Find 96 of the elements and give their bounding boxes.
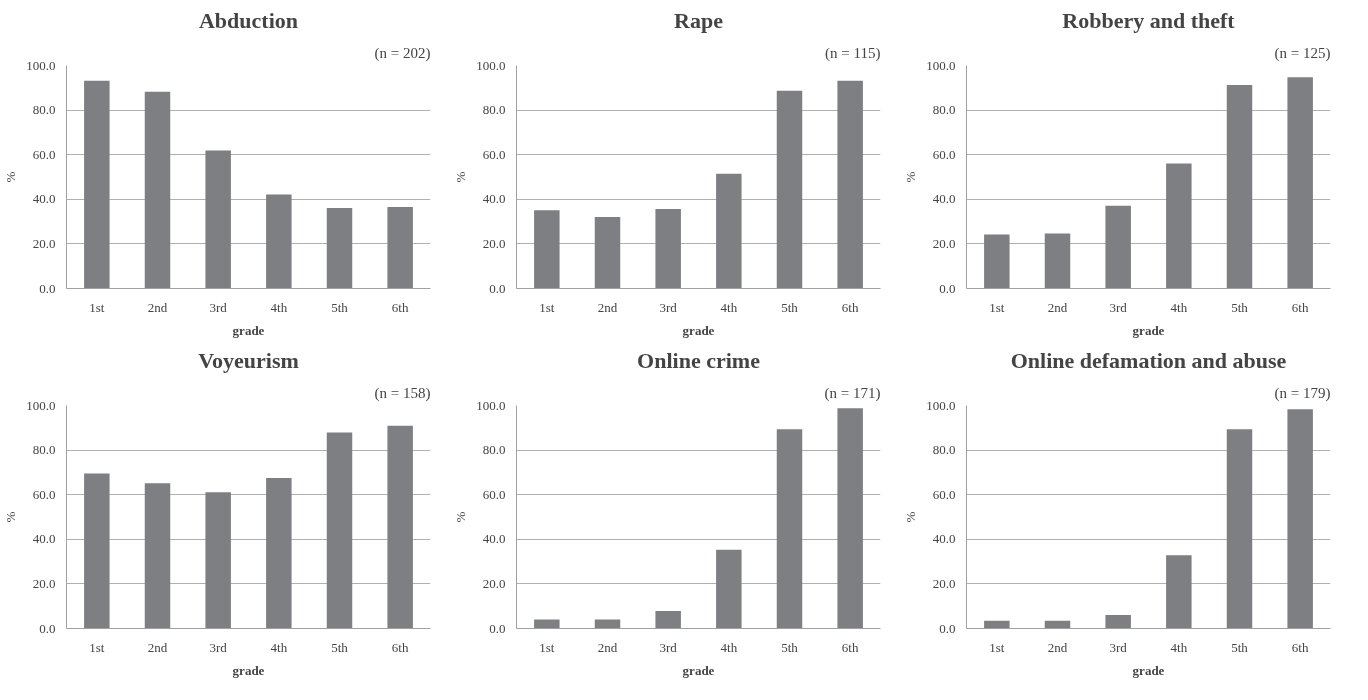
chart-subtitle: (n = 115) (825, 44, 881, 62)
x-tick-label: 3rd (1109, 299, 1128, 315)
chart-subtitle: (n = 158) (374, 384, 431, 402)
x-tick-label: 1st (89, 639, 105, 655)
x-tick-label: 4th (1170, 299, 1188, 315)
y-tick-label: 100.0 (476, 397, 506, 413)
y-axis-title: % (3, 171, 19, 183)
x-tick-label: 2nd (147, 299, 168, 315)
x-tick-label: 2nd (597, 299, 618, 315)
x-tick-label: 6th (391, 639, 409, 655)
x-tick-label: 6th (841, 639, 859, 655)
y-tick-label: 100.0 (26, 397, 56, 413)
y-tick-label: 80.0 (482, 442, 506, 458)
x-tick-label: 6th (391, 299, 409, 315)
x-tick-label: 3rd (209, 299, 228, 315)
x-tick-label: 4th (1170, 639, 1188, 655)
y-tick-label: 80.0 (32, 102, 56, 118)
y-tick-label: 80.0 (32, 442, 56, 458)
x-tick-label: 5th (781, 639, 799, 655)
chart-title: Abduction (198, 7, 299, 33)
chart-title: Online crime (637, 347, 761, 373)
x-tick-label: 2nd (1047, 639, 1068, 655)
y-tick-label: 100.0 (476, 57, 506, 73)
y-tick-label: 0.0 (489, 280, 506, 296)
y-tick-label: 100.0 (926, 57, 956, 73)
y-tick-label: 20.0 (932, 235, 956, 251)
y-tick-label: 20.0 (32, 575, 56, 591)
y-tick-label: 80.0 (932, 442, 956, 458)
x-tick-label: 6th (1291, 299, 1309, 315)
x-axis-title: grade (232, 322, 265, 338)
x-axis-title: grade (682, 322, 715, 338)
chart-title: Robbery and theft (1062, 7, 1236, 33)
y-tick-label: 40.0 (32, 531, 56, 547)
x-tick-label: 1st (539, 299, 555, 315)
x-tick-label: 4th (720, 299, 738, 315)
y-axis-title: % (453, 171, 469, 183)
y-tick-label: 40.0 (932, 531, 956, 547)
y-tick-label: 20.0 (932, 575, 956, 591)
y-tick-label: 40.0 (482, 191, 506, 207)
y-tick-label: 0.0 (939, 280, 956, 296)
x-tick-label: 3rd (209, 639, 228, 655)
x-tick-label: 5th (781, 299, 799, 315)
y-axis-title: % (3, 511, 19, 523)
x-tick-label: 4th (270, 639, 288, 655)
x-tick-label: 2nd (147, 639, 168, 655)
y-axis-title: % (453, 511, 469, 523)
y-axis-title: % (903, 511, 919, 523)
y-tick-label: 60.0 (482, 486, 506, 502)
x-tick-label: 1st (989, 639, 1005, 655)
chart-subtitle: (n = 171) (824, 384, 881, 402)
x-tick-label: 2nd (1047, 299, 1068, 315)
x-tick-label: 5th (331, 639, 349, 655)
x-axis-title: grade (1132, 662, 1165, 678)
chart-title: Online defamation and abuse (1010, 347, 1287, 373)
x-tick-label: 6th (841, 299, 859, 315)
y-tick-label: 0.0 (489, 620, 506, 636)
chart-subtitle: (n = 179) (1274, 384, 1331, 402)
y-axis-title: % (903, 171, 919, 183)
x-tick-label: 4th (720, 639, 738, 655)
x-tick-label: 1st (989, 299, 1005, 315)
x-tick-label: 3rd (659, 639, 678, 655)
x-axis-title: grade (1132, 322, 1165, 338)
x-axis-title: grade (682, 662, 715, 678)
chart-subtitle: (n = 125) (1274, 44, 1331, 62)
y-tick-label: 40.0 (482, 531, 506, 547)
x-tick-label: 4th (270, 299, 288, 315)
x-tick-label: 6th (1291, 639, 1309, 655)
y-tick-label: 80.0 (932, 102, 956, 118)
y-tick-label: 60.0 (32, 486, 56, 502)
x-tick-label: 2nd (597, 639, 618, 655)
y-tick-label: 60.0 (932, 486, 956, 502)
y-tick-label: 60.0 (482, 146, 506, 162)
x-tick-label: 5th (1231, 639, 1249, 655)
y-tick-label: 0.0 (39, 280, 56, 296)
x-tick-label: 5th (331, 299, 349, 315)
y-tick-label: 20.0 (482, 235, 506, 251)
y-tick-label: 0.0 (939, 620, 956, 636)
y-tick-label: 40.0 (932, 191, 956, 207)
y-tick-label: 60.0 (32, 146, 56, 162)
y-tick-label: 20.0 (482, 575, 506, 591)
y-tick-label: 100.0 (26, 57, 56, 73)
y-tick-label: 80.0 (482, 102, 506, 118)
chart-title: Rape (674, 7, 724, 33)
chart-subtitle: (n = 202) (374, 44, 431, 62)
y-tick-label: 20.0 (32, 235, 56, 251)
x-tick-label: 5th (1231, 299, 1249, 315)
x-tick-label: 3rd (659, 299, 678, 315)
y-tick-label: 100.0 (926, 397, 956, 413)
x-tick-label: 3rd (1109, 639, 1128, 655)
y-tick-label: 40.0 (32, 191, 56, 207)
x-tick-label: 1st (539, 639, 555, 655)
x-axis-title: grade (232, 662, 265, 678)
chart-title: Voyeurism (198, 347, 299, 373)
y-tick-label: 60.0 (932, 146, 956, 162)
x-tick-label: 1st (89, 299, 105, 315)
y-tick-label: 0.0 (39, 620, 56, 636)
